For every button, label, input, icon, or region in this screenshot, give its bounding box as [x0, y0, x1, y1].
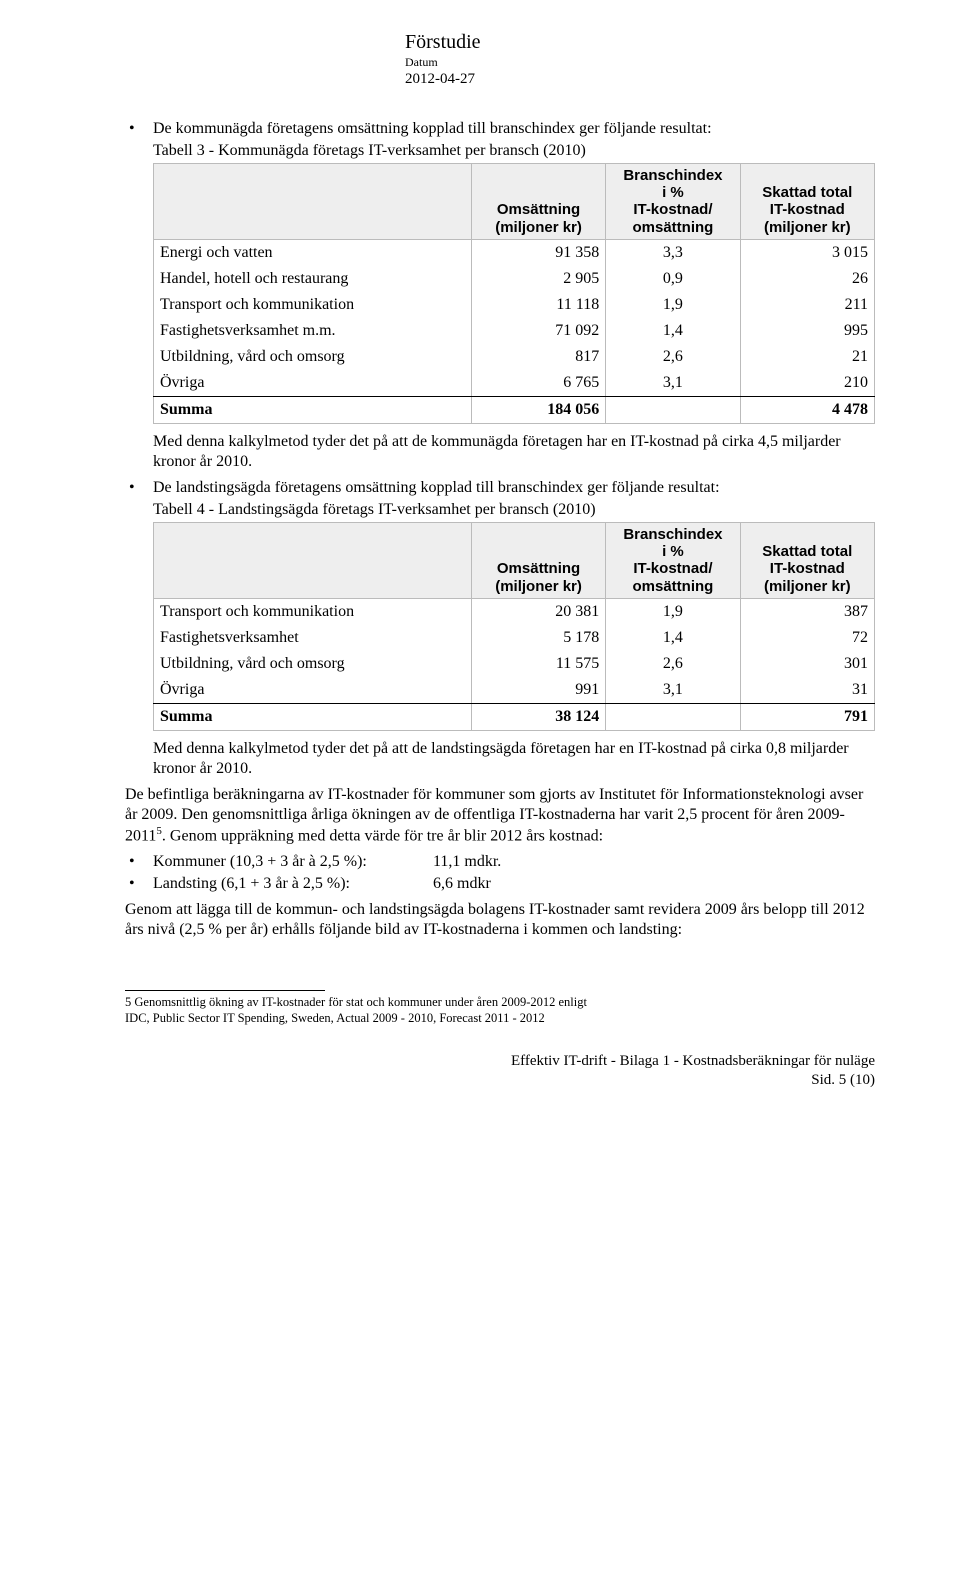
t3-h3: Skattad total IT-kostnad (miljoner kr)	[740, 163, 874, 239]
bullet-item-1: De kommunägda företagens omsättning kopp…	[125, 119, 875, 472]
paragraph-2: Genom att lägga till de kommun- och land…	[125, 900, 875, 940]
table4-header-row: Omsättning (miljoner kr) Branschindex i …	[154, 522, 875, 598]
table3-header-row: Omsättning (miljoner kr) Branschindex i …	[154, 163, 875, 239]
table-row: Övriga 6 765 3,1 210	[154, 370, 875, 397]
document-meta: Förstudie Datum 2012-04-27	[405, 30, 875, 89]
after-table4-note: Med denna kalkylmetod tyder det på att d…	[153, 739, 875, 779]
table-row: Övriga 991 3,1 31	[154, 677, 875, 704]
inner-bullet-landsting: Landsting (6,1 + 3 år à 2,5 %): 6,6 mdkr	[125, 874, 875, 894]
t3-h2: Branschindex i % IT-kostnad/ omsättning	[606, 163, 740, 239]
page-footer: Effektiv IT-drift - Bilaga 1 - Kostnadsb…	[125, 1052, 875, 1090]
bullet2-intro: De landstingsägda företagens omsättning …	[153, 478, 875, 498]
table-row: Utbildning, vård och omsorg 817 2,6 21	[154, 344, 875, 370]
table-row: Handel, hotell och restaurang 2 905 0,9 …	[154, 266, 875, 292]
paragraph-1: De befintliga beräkningarna av IT-kostna…	[125, 785, 875, 846]
date-label: Datum	[405, 55, 875, 70]
table-row: Fastighetsverksamhet m.m. 71 092 1,4 995	[154, 318, 875, 344]
t4-h3: Skattad total IT-kostnad (miljoner kr)	[740, 522, 874, 598]
table-3: Omsättning (miljoner kr) Branschindex i …	[153, 163, 875, 424]
table-row: Fastighetsverksamhet 5 178 1,4 72	[154, 625, 875, 651]
bullet-item-2: De landstingsägda företagens omsättning …	[125, 478, 875, 779]
table-row: Utbildning, vård och omsorg 11 575 2,6 3…	[154, 651, 875, 677]
table-row: Transport och kommunikation 20 381 1,9 3…	[154, 598, 875, 625]
footnote-separator	[125, 990, 325, 991]
main-bullet-list: De kommunägda företagens omsättning kopp…	[125, 119, 875, 779]
table-row: Transport och kommunikation 11 118 1,9 2…	[154, 292, 875, 318]
table-row: Energi och vatten 91 358 3,3 3 015	[154, 239, 875, 266]
bullet1-intro: De kommunägda företagens omsättning kopp…	[153, 119, 875, 139]
table3-sum-row: Summa 184 056 4 478	[154, 396, 875, 423]
t4-h0	[154, 522, 472, 598]
footer-page: Sid. 5 (10)	[125, 1071, 875, 1090]
table4-sum-row: Summa 38 124 791	[154, 703, 875, 730]
table3-caption: Tabell 3 - Kommunägda företags IT-verksa…	[153, 141, 875, 161]
inner-bullet-kommuner: Kommuner (10,3 + 3 år à 2,5 %): 11,1 mdk…	[125, 852, 875, 872]
footnote-5: 5 Genomsnittlig ökning av IT-kostnader f…	[125, 995, 875, 1026]
date-value: 2012-04-27	[405, 70, 875, 89]
table4-caption: Tabell 4 - Landstingsägda företags IT-ve…	[153, 500, 875, 520]
doc-type: Förstudie	[405, 30, 875, 55]
t3-h0	[154, 163, 472, 239]
t4-h2: Branschindex i % IT-kostnad/ omsättning	[606, 522, 740, 598]
inner-bullets: Kommuner (10,3 + 3 år à 2,5 %): 11,1 mdk…	[125, 852, 875, 894]
footer-title: Effektiv IT-drift - Bilaga 1 - Kostnadsb…	[125, 1052, 875, 1071]
t4-h1: Omsättning (miljoner kr)	[471, 522, 605, 598]
after-table3-note: Med denna kalkylmetod tyder det på att d…	[153, 432, 875, 472]
t3-h1: Omsättning (miljoner kr)	[471, 163, 605, 239]
table-4: Omsättning (miljoner kr) Branschindex i …	[153, 522, 875, 731]
